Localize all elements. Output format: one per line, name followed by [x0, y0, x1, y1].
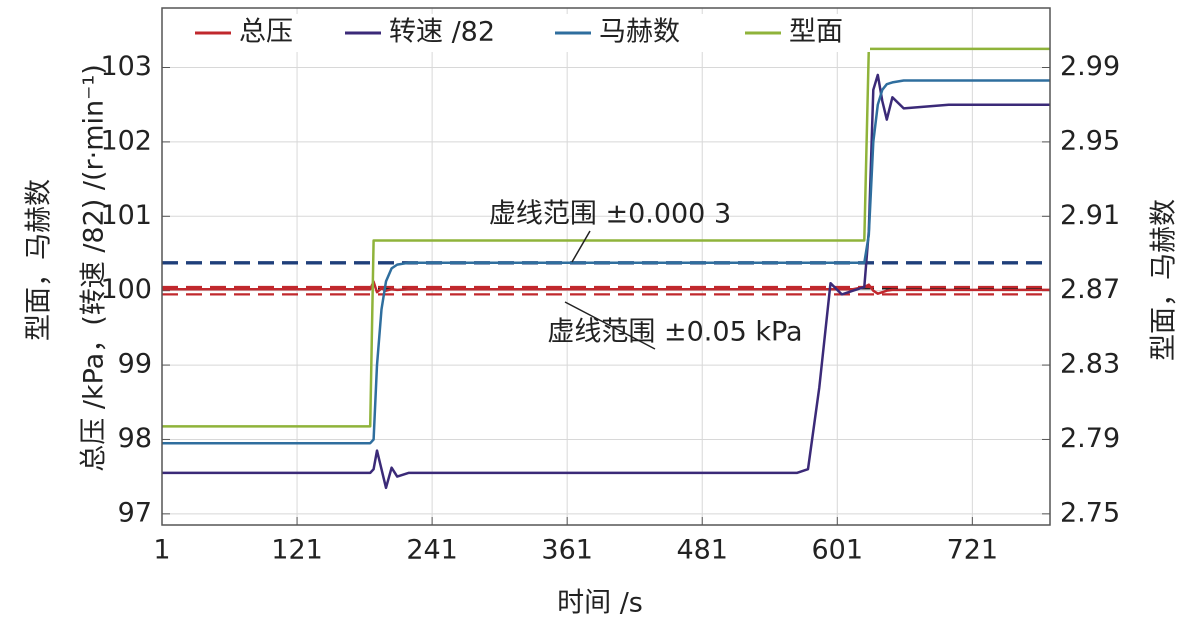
y-tick-label: 100	[100, 274, 152, 305]
y-tick-label: 102	[100, 125, 152, 156]
y-tick-label: 103	[100, 51, 152, 82]
y2-tick-label: 2.87	[1060, 274, 1120, 305]
y-tick-label: 101	[100, 200, 152, 231]
x-tick-label: 241	[406, 535, 458, 566]
y2-tick-label: 2.83	[1060, 349, 1120, 380]
y-axis-label: 总压 /kPa，(转速 /82) /(r·min⁻¹)	[79, 64, 110, 471]
series-line	[162, 73, 1050, 490]
y-tick-label: 98	[118, 423, 152, 454]
x-axis-label: 时间 /s	[557, 588, 643, 619]
x-tick-label: 601	[812, 535, 864, 566]
y2-tick-label: 2.95	[1060, 125, 1120, 156]
annotation: 虚线范围 ±0.000 3	[489, 199, 731, 230]
y2-tick-label: 2.79	[1060, 423, 1120, 454]
series-line	[162, 79, 1050, 445]
x-tick-label: 481	[676, 535, 728, 566]
y-tick-label: 99	[118, 349, 152, 380]
y2-tick-label: 2.91	[1060, 200, 1120, 231]
legend-label: 总压	[239, 17, 293, 48]
annotation-leader	[571, 230, 591, 263]
y2-tick-label: 2.99	[1060, 51, 1120, 82]
plot-frame	[161, 7, 1051, 526]
x-tick-label: 121	[271, 535, 323, 566]
y2-axis-label: 型面，马赫数	[1149, 199, 1180, 361]
x-tick-label: 1	[153, 535, 170, 566]
x-tick-label: 721	[947, 535, 999, 566]
annotation: 虚线范围 ±0.05 kPa	[547, 317, 802, 348]
legend-label: 型面	[789, 17, 843, 48]
series-line	[162, 280, 1050, 295]
legend-label: 马赫数	[599, 17, 680, 48]
x-tick-label: 361	[541, 535, 593, 566]
y-axis-label: 型面，马赫数	[24, 179, 55, 341]
series-line	[162, 47, 1050, 428]
legend-label: 转速 /82	[389, 17, 495, 48]
y-tick-label: 97	[118, 497, 152, 528]
annotation-leader	[564, 301, 656, 350]
y2-tick-label: 2.75	[1060, 497, 1120, 528]
